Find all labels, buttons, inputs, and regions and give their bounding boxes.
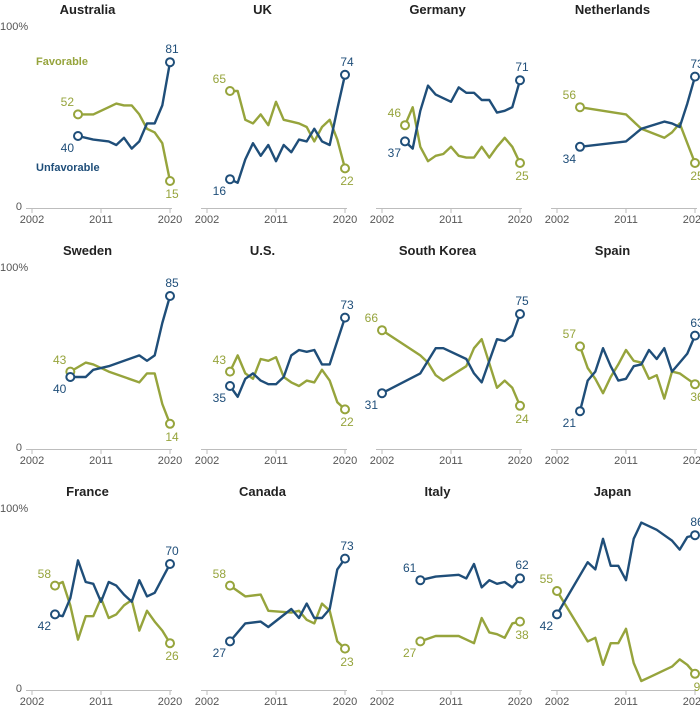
x-tick-label: 2002	[537, 696, 577, 708]
chart-cell: Australia0100%20022011202052401581Favora…	[0, 0, 175, 241]
chart-svg	[350, 482, 525, 723]
x-tick-label: 2002	[362, 696, 402, 708]
y-tick-label: 0	[0, 201, 22, 213]
fav-start-label: 58	[204, 567, 226, 581]
x-tick-label: 2002	[12, 696, 52, 708]
fav-end-label: 9	[685, 680, 700, 694]
chart-cell: UK20022011202065162274	[175, 0, 350, 241]
chart-cell: South Korea20022011202066312475	[350, 241, 525, 482]
chart-grid: Australia0100%20022011202052401581Favora…	[0, 0, 700, 725]
x-tick-label: 2011	[431, 455, 471, 467]
unf-end-label: 86	[685, 515, 700, 529]
fav-start-label: 43	[44, 353, 66, 367]
chart-svg	[350, 241, 525, 482]
unf-end-label: 63	[685, 316, 700, 330]
x-tick-label: 2011	[81, 455, 121, 467]
unf-start-label: 34	[554, 152, 576, 166]
unf-start-label: 42	[29, 619, 51, 633]
x-tick-label: 2002	[537, 455, 577, 467]
chart-cell: Canada20022011202058272373	[175, 482, 350, 723]
y-tick-label: 100%	[0, 503, 22, 515]
chart-svg	[525, 241, 700, 482]
y-tick-label: 100%	[0, 21, 22, 33]
fav-start-label: 58	[29, 567, 51, 581]
x-tick-label: 2020	[675, 214, 700, 226]
chart-svg	[350, 0, 525, 241]
x-tick-label: 2002	[187, 214, 227, 226]
x-tick-label: 2002	[187, 696, 227, 708]
unf-start-label: 42	[531, 619, 553, 633]
y-tick-label: 100%	[0, 262, 22, 274]
chart-svg	[175, 0, 350, 241]
chart-svg	[525, 482, 700, 723]
fav-start-label: 27	[394, 646, 416, 660]
x-tick-label: 2002	[362, 214, 402, 226]
chart-cell: U.S.20022011202043352273	[175, 241, 350, 482]
fav-start-label: 43	[204, 353, 226, 367]
unf-start-label: 40	[44, 382, 66, 396]
chart-cell: Spain20022011202057213663	[525, 241, 700, 482]
x-tick-label: 2002	[362, 455, 402, 467]
unf-start-label: 16	[204, 184, 226, 198]
chart-cell: Netherlands20022011202056342573	[525, 0, 700, 241]
x-tick-label: 2011	[256, 214, 296, 226]
unf-start-label: 61	[394, 561, 416, 575]
x-tick-label: 2020	[675, 455, 700, 467]
fav-start-label: 56	[554, 88, 576, 102]
x-tick-label: 2002	[12, 214, 52, 226]
chart-cell: France0100%20022011202058422670	[0, 482, 175, 723]
x-tick-label: 2011	[606, 455, 646, 467]
fav-start-label: 57	[554, 327, 576, 341]
unf-start-label: 35	[204, 391, 226, 405]
chart-cell: Japan2002201120205542986	[525, 482, 700, 723]
x-tick-label: 2011	[606, 214, 646, 226]
chart-svg	[525, 0, 700, 241]
x-tick-label: 2011	[81, 214, 121, 226]
unf-end-label: 73	[685, 57, 700, 71]
fav-start-label: 65	[204, 72, 226, 86]
x-tick-label: 2011	[431, 696, 471, 708]
unf-start-label: 37	[379, 146, 401, 160]
unf-start-label: 21	[554, 416, 576, 430]
x-tick-label: 2011	[256, 696, 296, 708]
x-tick-label: 2020	[675, 696, 700, 708]
fav-start-label: 46	[379, 106, 401, 120]
chart-svg	[0, 0, 175, 241]
legend-unfavorable: Unfavorable	[36, 162, 100, 174]
x-tick-label: 2002	[12, 455, 52, 467]
chart-svg	[175, 241, 350, 482]
chart-cell: Sweden0100%20022011202043401485	[0, 241, 175, 482]
fav-start-label: 52	[52, 95, 74, 109]
x-tick-label: 2011	[606, 696, 646, 708]
chart-svg	[0, 241, 175, 482]
y-tick-label: 0	[0, 442, 22, 454]
x-tick-label: 2002	[537, 214, 577, 226]
chart-cell: Italy20022011202027613862	[350, 482, 525, 723]
x-tick-label: 2011	[256, 455, 296, 467]
unf-start-label: 40	[52, 141, 74, 155]
unf-start-label: 27	[204, 646, 226, 660]
chart-cell: Germany20022011202046372571	[350, 0, 525, 241]
y-tick-label: 0	[0, 683, 22, 695]
fav-end-label: 25	[685, 169, 700, 183]
unf-start-label: 31	[356, 398, 378, 412]
x-tick-label: 2011	[81, 696, 121, 708]
legend-favorable: Favorable	[36, 56, 88, 68]
x-tick-label: 2011	[431, 214, 471, 226]
chart-svg	[0, 482, 175, 723]
fav-end-label: 36	[685, 390, 700, 404]
fav-start-label: 55	[531, 572, 553, 586]
chart-svg	[175, 482, 350, 723]
x-tick-label: 2002	[187, 455, 227, 467]
fav-start-label: 66	[356, 311, 378, 325]
